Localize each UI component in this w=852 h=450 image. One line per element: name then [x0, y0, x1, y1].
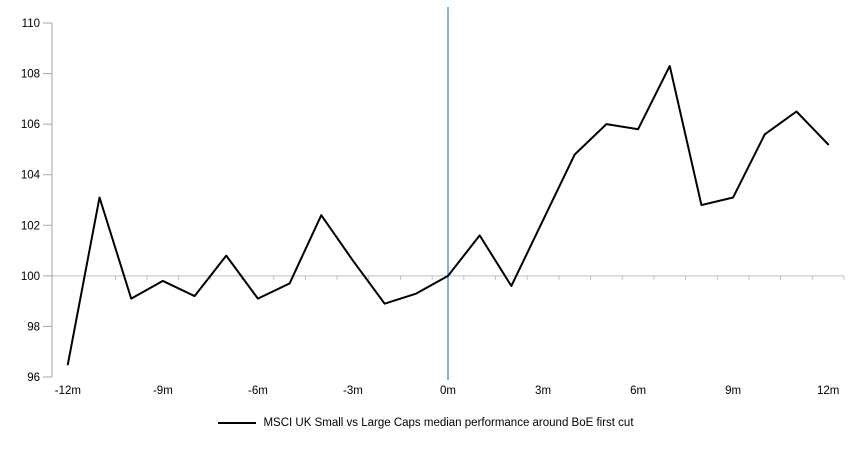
y-axis-tick-label: 104	[21, 170, 41, 182]
x-axis-tick-label: -9m	[153, 385, 173, 397]
y-axis-tick-label: 96	[27, 372, 40, 384]
x-axis-tick-label: 9m	[725, 385, 741, 397]
series-line	[66, 64, 830, 366]
legend-line-sample	[218, 422, 257, 424]
y-axis-tick-label: 102	[21, 220, 40, 232]
y-axis-tick-label: 98	[27, 321, 40, 333]
y-axis-tick-label: 106	[21, 119, 40, 131]
legend: MSCI UK Small vs Large Caps median perfo…	[0, 417, 852, 429]
x-axis-tick-label: 12m	[817, 385, 839, 397]
y-axis-tick-label: 108	[21, 69, 40, 81]
line-chart: 96 98 100 102 104 106 108 110 -12m -9m -6m -3m 0m 3m 6…	[21, 7, 845, 397]
x-axis-tick-label: 3m	[535, 385, 551, 397]
x-axis-tick-label: -6m	[248, 385, 268, 397]
x-axis-tick-label: 0m	[440, 385, 456, 397]
x-axis-tick-label: -12m	[55, 385, 81, 397]
legend-label: MSCI UK Small vs Large Caps median perfo…	[263, 417, 634, 429]
x-axis-tick-label: -3m	[343, 385, 363, 397]
y-axis-tick-label: 100	[21, 271, 40, 283]
y-axis-tick-label: 110	[22, 18, 40, 30]
x-axis-tick-label: 6m	[630, 385, 646, 397]
